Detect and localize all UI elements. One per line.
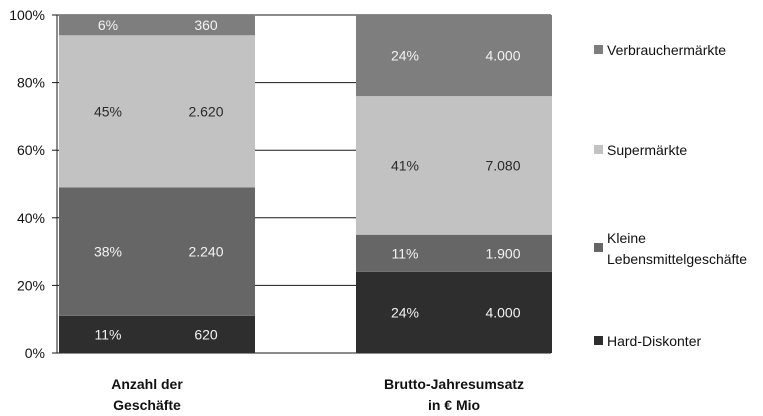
y-tick-label: 60%: [17, 142, 45, 158]
bar-segment: [59, 187, 255, 316]
legend-label: Kleine: [607, 230, 646, 246]
data-label-value: 4.000: [485, 48, 520, 64]
data-label-percent: 45%: [94, 103, 122, 119]
data-label-value: 4.000: [485, 304, 520, 320]
data-label-value: 1.900: [485, 245, 520, 261]
data-label-percent: 24%: [391, 48, 419, 64]
y-tick-label: 0%: [25, 345, 45, 361]
bar-segment: [356, 96, 552, 235]
y-tick-label: 40%: [17, 210, 45, 226]
legend-swatch: [594, 145, 603, 154]
category-label: in € Mio: [428, 397, 480, 413]
bar-segment: [59, 15, 255, 36]
y-tick-label: 100%: [9, 7, 45, 23]
data-label-value: 2.620: [188, 103, 223, 119]
legend-swatch: [594, 243, 603, 252]
legend-label: Verbrauchermärkte: [607, 42, 726, 58]
y-axis: 0% 20% 40% 60% 80% 100%: [9, 7, 58, 361]
data-label-percent: 11%: [392, 245, 419, 261]
data-label-percent: 6%: [98, 17, 118, 33]
legend-label: Hard-Diskonter: [607, 333, 701, 349]
data-label-percent: 24%: [391, 304, 419, 320]
data-label-value: 7.080: [485, 157, 520, 173]
bar-segment: [356, 271, 552, 353]
category-label: Geschäfte: [113, 397, 181, 413]
y-tick-label: 80%: [17, 75, 45, 91]
legend-swatch: [594, 336, 603, 345]
category-label: Anzahl der: [111, 376, 183, 392]
bar-segment: [356, 234, 552, 272]
bar-segment: [59, 315, 255, 353]
category-label: Brutto-Jahresumsatz: [384, 376, 524, 392]
category-labels: Anzahl der Geschäfte Brutto-Jahresumsatz in…: [111, 376, 524, 413]
data-label-percent: 11%: [95, 326, 122, 342]
bar-segment: [356, 15, 552, 97]
data-label-percent: 41%: [391, 157, 419, 173]
data-label-value: 2.240: [188, 244, 223, 260]
legend-label: Lebensmittelgeschäfte: [607, 251, 747, 267]
legend-swatch: [594, 45, 603, 54]
segment-labels: 11% 620 38% 2.240 45% 2.620 6% 360 24% 4.000 11% 1.…: [94, 17, 521, 342]
legend: Verbrauchermärkte Supermärkte Kleine Lebens…: [594, 42, 747, 349]
data-label-percent: 38%: [94, 244, 122, 260]
bars: [59, 15, 552, 353]
bar-segment: [59, 35, 255, 188]
data-label-value: 360: [194, 17, 218, 33]
data-label-value: 620: [194, 326, 218, 342]
y-tick-label: 20%: [17, 277, 45, 293]
legend-label: Supermärkte: [607, 142, 687, 158]
